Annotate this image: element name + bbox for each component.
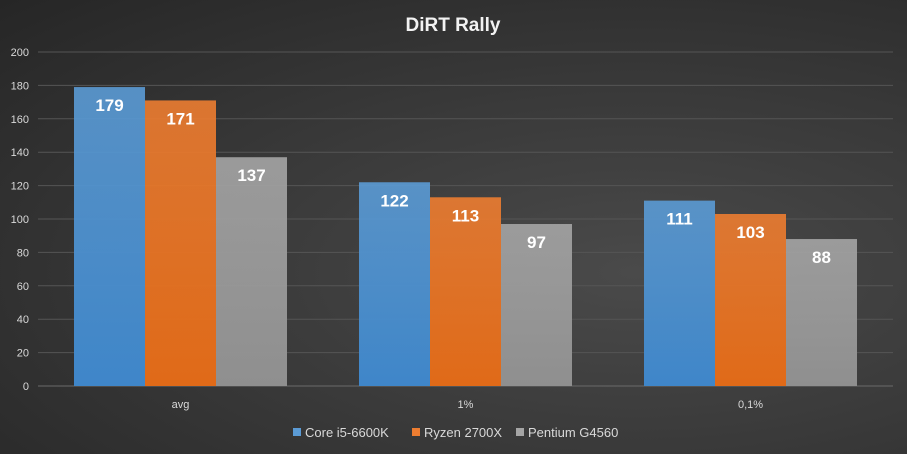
data-label: 88 (812, 248, 831, 267)
bar (786, 239, 857, 386)
data-label: 113 (452, 206, 479, 225)
legend-swatch (412, 428, 420, 436)
legend-label: Ryzen 2700X (424, 425, 502, 440)
y-tick-label: 160 (11, 114, 29, 126)
x-tick-label: avg (172, 399, 190, 411)
data-label: 103 (736, 223, 764, 242)
data-label: 171 (166, 109, 194, 128)
data-label: 97 (527, 233, 546, 252)
bar (74, 87, 145, 386)
data-label: 122 (380, 191, 408, 210)
y-tick-label: 60 (17, 281, 29, 293)
y-tick-label: 80 (17, 247, 29, 259)
legend-label: Core i5-6600K (305, 425, 389, 440)
y-tick-label: 140 (11, 147, 29, 159)
bar (359, 182, 430, 386)
y-tick-label: 200 (11, 47, 29, 59)
data-label: 179 (95, 96, 123, 115)
bar (216, 157, 287, 386)
y-tick-label: 100 (11, 214, 29, 226)
y-tick-label: 40 (17, 314, 29, 326)
bar (430, 197, 501, 386)
data-label: 137 (237, 166, 265, 185)
chart-title: DiRT Rally (405, 15, 500, 36)
y-tick-label: 180 (11, 80, 29, 92)
y-tick-label: 0 (23, 381, 29, 393)
bar (145, 100, 216, 387)
y-tick-label: 20 (17, 348, 29, 360)
bar (715, 213, 786, 386)
legend-swatch (293, 428, 301, 436)
x-tick-label: 1% (458, 399, 474, 411)
legend-swatch (516, 428, 524, 436)
legend-label: Pentium G4560 (528, 425, 618, 440)
y-tick-label: 120 (11, 181, 29, 193)
bar (501, 224, 572, 386)
data-label: 111 (666, 210, 693, 229)
bar (644, 200, 715, 386)
x-tick-label: 0,1% (738, 399, 763, 411)
